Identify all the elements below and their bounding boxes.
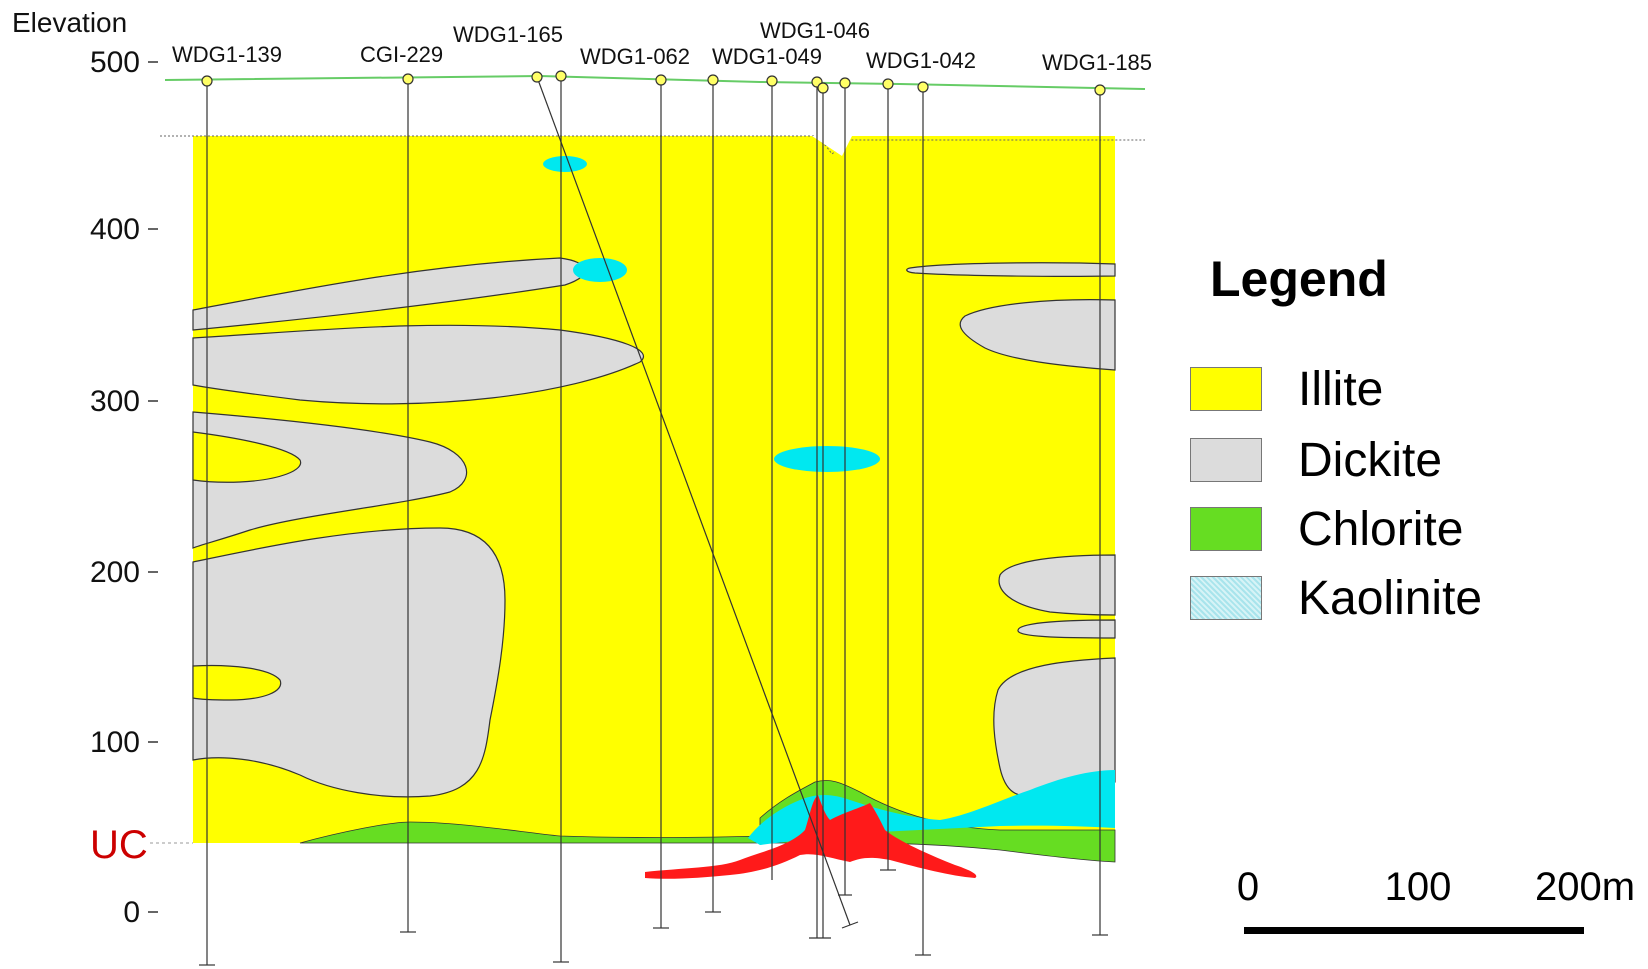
tick-label-300: 300 (90, 385, 140, 418)
tick-label-500: 500 (90, 46, 140, 79)
scale-label-0: 0 (1236, 865, 1260, 909)
legend: Legend Illite Dickite Chlorite Kaolinite (1190, 250, 1610, 625)
legend-item-illite: Illite (1190, 363, 1383, 416)
unconformity-basement (645, 795, 977, 879)
legend-label-illite: Illite (1298, 362, 1384, 416)
drillhole-label-wdg1-042: WDG1-042 (866, 48, 976, 73)
chlorite-left-lens (299, 821, 761, 844)
illite-top-notch (812, 136, 852, 156)
scale-label-200m: 200m (1534, 865, 1636, 909)
scale-bar: 0 100 200m (1230, 865, 1648, 945)
kaolinite-lens-1 (543, 156, 587, 172)
tick-label-100: 100 (90, 726, 140, 759)
illite-inlier-middle (192, 431, 302, 483)
drillhole-traces (199, 76, 1108, 966)
illite-swatch (1190, 367, 1262, 411)
drillhole-label-wdg1-049: WDG1-049 (712, 44, 822, 69)
legend-item-kaolinite: Kaolinite (1190, 572, 1482, 625)
elevation-axis-title: Elevation (12, 7, 127, 38)
drillhole-label-cgi-229: CGI-229 (360, 42, 443, 67)
legend-title: Legend (1210, 251, 1388, 307)
dickite-lens-second (192, 324, 644, 405)
legend-label-kaolinite: Kaolinite (1298, 571, 1483, 625)
dickite-lens-right-upper (906, 262, 1116, 277)
tick-label-200: 200 (90, 556, 140, 589)
scale-label-100: 100 (1384, 865, 1452, 909)
drillhole-label-wdg1-165: WDG1-165 (453, 22, 563, 47)
drillhole-label-wdg1-185: WDG1-185 (1042, 50, 1152, 75)
chlorite-swatch (1190, 507, 1262, 551)
drillhole-label-wdg1-139: WDG1-139 (172, 42, 282, 67)
tick-label-0: 0 (123, 896, 140, 929)
drillhole-label-wdg1-062: WDG1-062 (580, 44, 690, 69)
drillhole-collars (201, 70, 1106, 96)
dickite-lens-right-fourth (1017, 619, 1116, 639)
dickite-swatch (1190, 438, 1262, 482)
scale-line (1244, 927, 1584, 934)
legend-label-dickite: Dickite (1298, 433, 1443, 487)
elevation-axis (148, 61, 158, 913)
legend-item-chlorite: Chlorite (1190, 503, 1463, 556)
dickite-body-lower (192, 527, 506, 798)
drillhole-trace-wdg1-165 (536, 76, 851, 926)
dickite-lens-right-second (959, 299, 1116, 371)
uc-label: UC (90, 823, 148, 867)
drillhole-label-wdg1-046: WDG1-046 (760, 18, 870, 43)
topography-line (164, 74, 1146, 90)
kaolinite-lens-2 (573, 258, 627, 282)
legend-item-dickite: Dickite (1190, 434, 1442, 487)
kaolinite-lens-3 (774, 446, 880, 472)
illite-inlier-lower (192, 664, 282, 701)
dickite-lens-right-third (998, 554, 1116, 616)
tick-label-400: 400 (90, 213, 140, 246)
legend-label-chlorite: Chlorite (1298, 502, 1464, 556)
kaolinite-swatch (1190, 576, 1262, 620)
